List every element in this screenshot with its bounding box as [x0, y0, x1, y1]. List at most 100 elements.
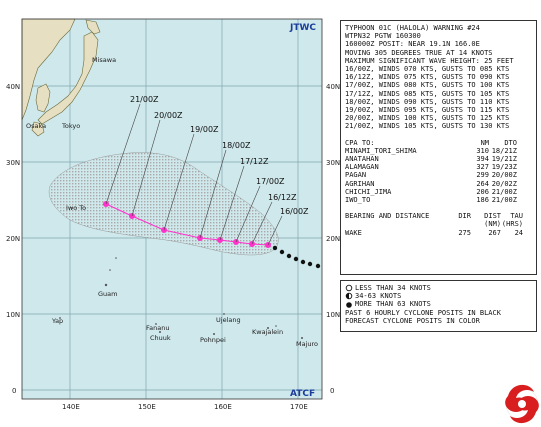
- cpa-table: CPA TO: NM DTO MINAMI_TORI_SHIMA 310 18/…: [345, 139, 532, 205]
- forecast-label-18-00z: 18/00Z: [222, 141, 251, 150]
- cpa-nm: 206: [476, 187, 489, 196]
- legend-text: FORECAST CYCLONE POSITS IN COLOR: [345, 316, 480, 325]
- forecast-label-17-00z: 17/00Z: [256, 177, 285, 186]
- jtwc-label: JTWC: [289, 23, 316, 33]
- place-chuuk: Chuuk: [150, 334, 171, 342]
- cpa-place: IWO_TO: [345, 196, 371, 205]
- bearing-dist-units: (NM): [484, 220, 501, 229]
- table-row: CHICHI_JIMA 206 21/00Z: [345, 188, 532, 196]
- warning-header-line: 18/00Z, WINDS 090 KTS, GUSTS TO 110 KTS: [345, 97, 510, 106]
- place-yap: Yap: [51, 317, 63, 325]
- lat-label-10n: 10N: [6, 311, 20, 319]
- cpa-nm: 299: [476, 171, 489, 180]
- cpa-header-row: CPA TO: NM DTO: [345, 139, 532, 147]
- lat-label-20n: 20N: [6, 235, 20, 243]
- table-row: IWO_TO 186 21/00Z: [345, 196, 532, 204]
- cpa-label: CPA TO:: [345, 138, 375, 147]
- bearing-units-row: (NM) (HRS): [345, 220, 532, 228]
- circle-open-icon: [345, 284, 353, 292]
- cpa-dto: 20/02Z: [491, 179, 517, 188]
- table-row: AGRIHAN 264 20/02Z: [345, 180, 532, 188]
- legend-item: MORE THAN 63 KNOTS: [345, 300, 532, 308]
- forecast-label-20-00z: 20/00Z: [154, 111, 183, 120]
- bearing-place: WAKE: [345, 228, 362, 237]
- warning-header-block: TYPHOON 01C (HALOLA) WARNING #24 WTPN32 …: [345, 24, 532, 131]
- bearing-table: BEARING AND DISTANCE DIR DIST TAU (NM) (…: [345, 212, 532, 237]
- place-guam: Guam: [98, 290, 117, 298]
- legend-item: FORECAST CYCLONE POSITS IN COLOR: [345, 317, 532, 325]
- lat-label-right-0: 0: [330, 387, 334, 395]
- warning-header-line: 16/12Z, WINDS 075 KTS, GUSTS TO 090 KTS: [345, 73, 510, 82]
- table-row: WAKE 275 267 24: [345, 229, 532, 237]
- lat-label-0: 0: [12, 387, 16, 395]
- legend-item: 34-63 KNOTS: [345, 292, 532, 300]
- table-row: MINAMI_TORI_SHIMA 310 18/21Z: [345, 147, 532, 155]
- cpa-dto: 19/21Z: [491, 155, 517, 164]
- legend-item: LESS THAN 34 KNOTS: [345, 284, 532, 292]
- bearing-header-row: BEARING AND DISTANCE DIR DIST TAU: [345, 212, 532, 220]
- warning-header-line: 17/00Z, WINDS 080 KTS, GUSTS TO 100 KTS: [345, 81, 510, 90]
- lon-label-160e: 160E: [214, 403, 232, 411]
- legend-panel: LESS THAN 34 KNOTS 34-63 KNOTS MORE THAN…: [340, 280, 537, 332]
- cpa-dto: 21/00Z: [491, 196, 517, 205]
- cpa-dto: 21/00Z: [491, 187, 517, 196]
- cpa-nm: 310: [476, 146, 489, 155]
- bearing-dir: 275: [458, 228, 471, 237]
- cpa-place: CHICHI_JIMA: [345, 187, 392, 196]
- past-positions: [272, 245, 321, 269]
- place-pohnpei: Pohnpei: [200, 336, 226, 344]
- lon-label-170e: 170E: [290, 403, 308, 411]
- forecast-label-leaders: [105, 103, 283, 246]
- forecast-label-17-12z: 17/12Z: [240, 157, 269, 166]
- bearing-dist: 267: [488, 228, 501, 237]
- place-ujelang: Ujelang: [216, 316, 241, 324]
- cpa-nm-header: NM: [480, 138, 489, 147]
- place-osaka: Osaka: [26, 122, 46, 130]
- cpa-nm: 264: [476, 179, 489, 188]
- place-iwo-to: Iwo To: [66, 204, 86, 212]
- cpa-dto: 18/21Z: [491, 146, 517, 155]
- cpa-place: AGRIHAN: [345, 179, 375, 188]
- cpa-dto: 20/00Z: [491, 171, 517, 180]
- bearing-label: BEARING AND DISTANCE: [345, 212, 430, 221]
- bearing-tau: 24: [514, 228, 523, 237]
- cpa-place: ALAMAGAN: [345, 163, 379, 172]
- table-row: ALAMAGAN 327 19/23Z: [345, 163, 532, 171]
- cpa-dto-header: DTO: [504, 138, 517, 147]
- table-row: PAGAN 299 20/00Z: [345, 171, 532, 179]
- half-filled-icon: [345, 293, 353, 300]
- bearing-dist-header: DIST: [484, 212, 501, 221]
- place-kwajalein: Kwajalein: [252, 328, 283, 336]
- lat-label-40n: 40N: [6, 83, 20, 91]
- cpa-place: MINAMI_TORI_SHIMA: [345, 146, 417, 155]
- warning-header-line: 21/00Z, WINDS 105 KTS, GUSTS TO 130 KTS: [345, 122, 510, 131]
- table-row: ANATAHAN 394 19/21Z: [345, 155, 532, 163]
- lat-label-right-40n: 40N: [326, 83, 340, 91]
- filled-circle-icon: [346, 301, 352, 308]
- bearing-tau-header: TAU: [510, 212, 523, 221]
- cpa-dto: 19/23Z: [491, 163, 517, 172]
- warning-header-line: MOVING 305 DEGREES TRUE AT 14 KNOTS: [345, 48, 493, 57]
- lat-label-right-20n: 20N: [326, 235, 340, 243]
- legend-text: LESS THAN 34 KNOTS: [355, 284, 431, 292]
- warning-header-line: 160000Z POSIT: NEAR 19.1N 166.0E: [345, 40, 480, 49]
- cpa-nm: 186: [476, 196, 489, 205]
- warning-header-line: 19/00Z, WINDS 095 KTS, GUSTS TO 115 KTS: [345, 106, 510, 115]
- warning-header-line: 17/12Z, WINDS 085 KTS, GUSTS TO 105 KTS: [345, 89, 510, 98]
- forecast-label-16-12z: 16/12Z: [268, 193, 297, 202]
- bearing-tau-units: (HRS): [501, 220, 523, 229]
- cpa-nm: 327: [476, 163, 489, 172]
- land-masses: [21, 18, 101, 137]
- jtwc-logo: [505, 384, 539, 424]
- island-markers: [59, 207, 303, 339]
- forecast-label-19-00z: 19/00Z: [190, 125, 219, 134]
- atcf-label: ATCF: [290, 389, 315, 399]
- warning-header-line: TYPHOON 01C (HALOLA) WARNING #24: [345, 24, 480, 32]
- place-tokyo: Tokyo: [61, 122, 80, 130]
- cpa-place: PAGAN: [345, 171, 367, 180]
- legend-text: MORE THAN 63 KNOTS: [355, 300, 431, 309]
- forecast-label-21-00z: 21/00Z: [130, 95, 159, 104]
- bearing-dir-header: DIR: [458, 212, 471, 221]
- place-misawa: Misawa: [92, 56, 116, 64]
- lat-label-right-10n: 10N: [326, 311, 340, 319]
